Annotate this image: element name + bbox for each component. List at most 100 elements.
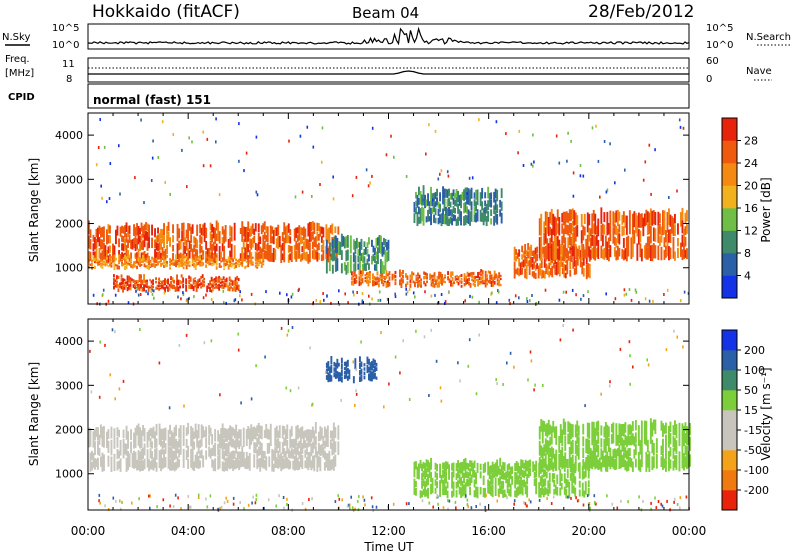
data-cell — [603, 455, 606, 468]
data-cell — [433, 214, 435, 223]
data-cell — [295, 447, 298, 470]
data-cell — [469, 486, 471, 496]
colorbar-segment — [722, 118, 737, 141]
data-cell — [363, 375, 366, 380]
colorbar-tick-label: 12 — [744, 225, 758, 238]
data-cell — [214, 255, 217, 262]
data-cell — [123, 281, 126, 284]
velocity-panel-frame — [87, 318, 690, 511]
data-cell — [572, 194, 575, 198]
data-cell — [372, 358, 375, 363]
data-cell — [479, 486, 482, 495]
data-cell — [245, 151, 248, 155]
data-cell — [161, 284, 163, 289]
data-cell — [479, 502, 481, 506]
data-cell — [622, 226, 625, 236]
data-cell — [172, 505, 175, 509]
data-cell — [452, 206, 455, 213]
data-cell — [379, 276, 382, 279]
data-cell — [460, 194, 462, 209]
data-cell — [633, 211, 636, 228]
data-cell — [422, 478, 425, 487]
data-cell — [585, 238, 588, 258]
data-cell — [591, 126, 594, 130]
data-cell — [226, 429, 229, 442]
data-cell — [274, 248, 277, 260]
data-cell — [428, 123, 430, 127]
data-cell — [229, 425, 232, 446]
data-cell — [254, 262, 257, 265]
data-cell — [216, 284, 219, 290]
data-cell — [481, 279, 484, 285]
data-cell — [360, 281, 362, 286]
data-cell — [241, 247, 244, 264]
data-cell — [213, 283, 216, 287]
data-cell — [161, 428, 164, 441]
data-cell — [97, 261, 99, 264]
data-cell — [522, 259, 525, 268]
data-cell — [394, 355, 397, 359]
data-cell — [586, 494, 589, 498]
data-cell — [202, 455, 205, 468]
data-cell — [173, 438, 176, 450]
data-cell — [672, 236, 675, 259]
data-cell — [136, 238, 138, 250]
data-cell — [305, 457, 308, 469]
data-cell — [489, 275, 492, 280]
data-cell — [622, 439, 625, 452]
data-cell — [437, 502, 439, 506]
data-cell — [576, 248, 579, 261]
data-cell — [101, 266, 104, 269]
data-cell — [296, 243, 299, 251]
data-cell — [137, 257, 140, 262]
data-cell — [133, 432, 135, 449]
data-cell — [311, 442, 314, 454]
data-cell — [140, 264, 143, 266]
colorbar-tick-label: 20 — [744, 180, 758, 193]
data-cell — [364, 277, 367, 280]
data-cell — [386, 252, 388, 263]
data-cell — [101, 452, 104, 472]
data-cell — [137, 280, 139, 284]
data-cell — [423, 271, 425, 275]
data-cell — [125, 284, 127, 288]
data-cell — [244, 266, 247, 269]
data-cell — [451, 209, 453, 217]
data-cell — [436, 275, 439, 279]
data-cell — [439, 463, 441, 478]
data-cell — [212, 288, 214, 292]
data-cell — [419, 208, 422, 224]
data-cell — [260, 443, 263, 454]
data-cell — [361, 292, 364, 295]
data-cell — [562, 455, 565, 468]
data-cell — [122, 226, 125, 234]
data-cell — [571, 246, 574, 257]
data-cell — [190, 426, 193, 447]
data-cell — [302, 226, 305, 241]
data-cell — [422, 198, 424, 202]
data-cell — [433, 272, 436, 277]
data-cell — [524, 255, 527, 267]
data-cell — [212, 253, 215, 263]
data-cell — [197, 259, 200, 262]
data-cell — [211, 234, 214, 243]
data-cell — [296, 234, 299, 242]
data-cell — [592, 234, 595, 247]
data-cell — [116, 427, 119, 437]
data-cell — [553, 236, 556, 261]
data-cell — [371, 126, 374, 130]
data-cell — [518, 296, 520, 300]
data-cell — [487, 270, 490, 274]
data-cell — [437, 217, 440, 225]
data-cell — [122, 438, 125, 449]
data-cell — [436, 481, 438, 489]
data-cell — [615, 225, 618, 236]
data-cell — [604, 435, 607, 454]
data-cell — [570, 223, 573, 235]
data-cell — [352, 263, 355, 275]
data-cell — [587, 263, 590, 270]
data-cell — [338, 506, 340, 510]
data-cell — [193, 260, 196, 263]
data-cell — [496, 214, 499, 225]
colorbar-segment — [722, 410, 737, 431]
